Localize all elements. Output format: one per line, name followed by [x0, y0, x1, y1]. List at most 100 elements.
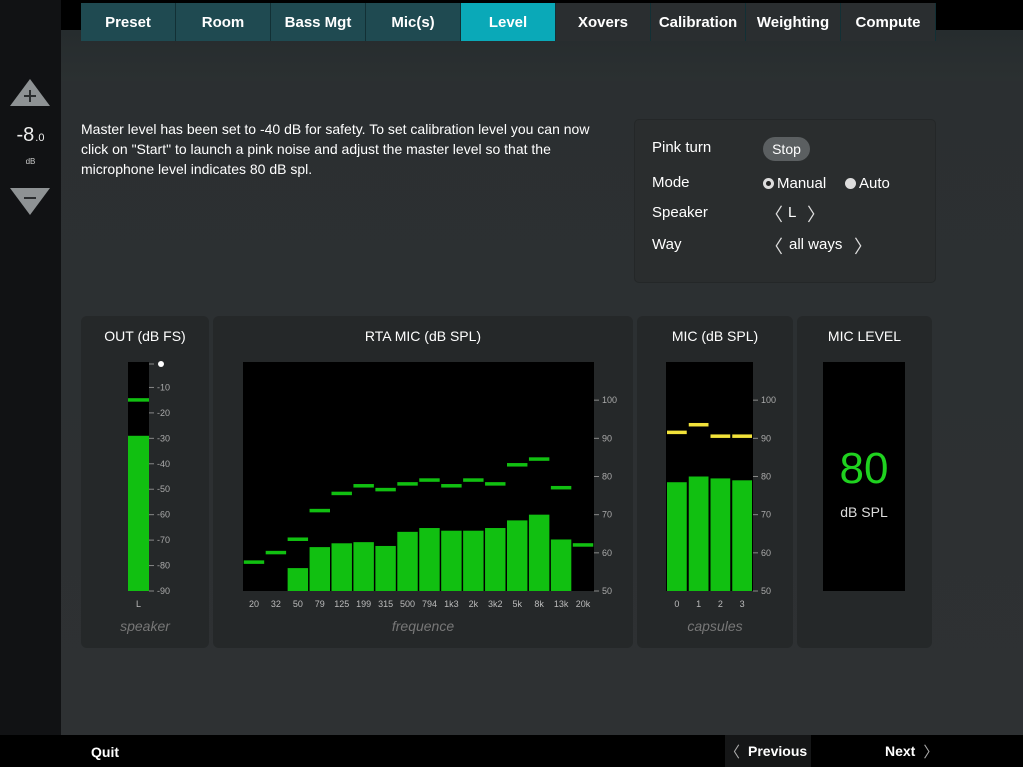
mic-meter-panel: MIC (dB SPL) 100 90 80 70 60 50 0 1 2 3 capsules: [637, 316, 793, 648]
category-label: 2: [718, 599, 723, 609]
category-label: 794: [422, 599, 437, 609]
level-bar: [710, 478, 731, 591]
level-bar: [688, 476, 709, 591]
category-label: L: [136, 599, 141, 609]
level-bar: [287, 568, 309, 591]
peak-marker: [331, 491, 352, 496]
out-meter-chart: -10 -20 -30 -40 -50 -60 -70 -80 -90 L: [128, 361, 170, 609]
rta-title: RTA MIC (dB SPL): [364, 328, 482, 344]
level-bar: [441, 530, 462, 591]
peak-marker: [528, 457, 550, 461]
speaker-prev-chevron-icon[interactable]: 〈: [765, 205, 783, 225]
mic-level-display: 80 dB SPL: [823, 362, 905, 591]
previous-button[interactable]: 〈 Previous: [725, 735, 811, 767]
axis-tick-label: -20: [157, 408, 170, 418]
category-label: 32: [271, 599, 281, 609]
axis-tick-label: 70: [761, 510, 771, 520]
way-prev-chevron-icon[interactable]: 〈: [765, 237, 783, 257]
axis-tick-label: 60: [602, 548, 612, 558]
master-level-panel: -8.0 dB: [0, 0, 61, 735]
tab-room[interactable]: Room: [176, 3, 271, 41]
axis-tick-label: -90: [157, 586, 170, 596]
tab-calibration[interactable]: Calibration: [651, 3, 746, 41]
master-level-unit: dB: [25, 157, 36, 166]
tab-weighting[interactable]: Weighting: [746, 3, 841, 41]
tab-xovers[interactable]: Xovers: [556, 3, 651, 41]
category-label: 5k: [512, 599, 522, 609]
category-label: 315: [378, 599, 393, 609]
minus-triangle-icon: [10, 188, 50, 215]
rta-panel: RTA MIC (dB SPL) 100 90 80 70 60 50 20 32 50 79 12…: [213, 316, 633, 648]
peak-marker: [507, 463, 528, 467]
category-label: 50: [293, 599, 303, 609]
radio-selected-icon: [763, 178, 774, 189]
level-bar: [485, 528, 506, 591]
chevron-left-icon: 〈: [725, 743, 741, 761]
chevron-right-icon: 〉: [923, 743, 939, 761]
out-meter-title: OUT (dB FS): [104, 328, 186, 344]
mic-meter-chart: 100 90 80 70 60 50 0 1 2 3: [666, 362, 776, 609]
axis-tick-label: -70: [157, 535, 170, 545]
mode-auto-label: Auto: [859, 175, 890, 192]
level-bar: [732, 480, 752, 591]
calibration-controls: Pink turn Stop Mode Manual Auto Speaker …: [635, 120, 935, 282]
axis-tick-label: 70: [602, 510, 612, 520]
stop-button[interactable]: Stop: [763, 137, 810, 161]
peak-marker: [732, 434, 752, 438]
zero-db-marker-icon: [158, 361, 164, 367]
tab-compute[interactable]: Compute: [841, 3, 936, 41]
mode-manual-radio[interactable]: Manual: [763, 175, 826, 192]
peak-marker: [265, 550, 287, 555]
mic-level-panel: MIC LEVEL 80 dB SPL: [797, 316, 932, 648]
speaker-next-chevron-icon[interactable]: 〉: [807, 205, 825, 225]
tab-bar: Preset Room Bass Mgt Mic(s) Level Xovers…: [81, 3, 937, 41]
way-next-chevron-icon[interactable]: 〉: [854, 237, 872, 257]
rta-chart: 100 90 80 70 60 50 20 32 50 79 125 199 315 500 794 1k3 2…: [243, 362, 617, 609]
quit-button[interactable]: Quit: [91, 744, 119, 760]
axis-tick-label: 50: [602, 586, 612, 596]
level-bar: [397, 531, 418, 591]
level-bar: [550, 539, 572, 591]
next-button[interactable]: Next 〉: [882, 735, 938, 767]
peak-marker: [309, 508, 330, 513]
tab-preset[interactable]: Preset: [81, 3, 176, 41]
axis-tick-label: -40: [157, 459, 170, 469]
tab-level[interactable]: Level: [461, 3, 556, 41]
rta-caption: frequence: [391, 618, 455, 634]
master-down-button[interactable]: [9, 187, 51, 217]
peak-marker: [710, 434, 731, 438]
level-bar: [128, 435, 149, 591]
out-meter-caption: speaker: [120, 618, 170, 634]
category-label: 79: [315, 599, 325, 609]
category-label: 199: [356, 599, 371, 609]
mic-meter-title: MIC (dB SPL): [671, 328, 759, 344]
instructions-text: Master level has been set to -40 dB for …: [81, 121, 590, 177]
peak-marker: [688, 422, 709, 427]
level-bar: [375, 545, 396, 591]
axis-tick-label: 80: [602, 472, 612, 482]
speaker-label: Speaker: [652, 204, 708, 221]
category-label: 20k: [576, 599, 591, 609]
peak-marker: [463, 478, 484, 482]
radio-unselected-icon: [845, 178, 856, 189]
axis-tick-label: 100: [602, 395, 617, 405]
axis-tick-label: 60: [761, 548, 771, 558]
axis-tick-label: -80: [157, 561, 170, 571]
category-label: 1k3: [444, 599, 459, 609]
tab-mics[interactable]: Mic(s): [366, 3, 461, 41]
next-label: Next: [885, 743, 916, 759]
level-bar: [309, 547, 330, 591]
peak-marker: [243, 560, 265, 564]
peak-marker: [419, 478, 440, 482]
level-bar: [463, 530, 484, 591]
mode-manual-label: Manual: [777, 175, 827, 192]
master-up-button[interactable]: [9, 78, 51, 108]
axis-tick-label: -50: [157, 484, 170, 494]
mode-auto-radio[interactable]: Auto: [845, 175, 890, 192]
tab-bass-mgt[interactable]: Bass Mgt: [271, 3, 366, 41]
peak-marker: [353, 484, 374, 488]
category-label: 3k2: [488, 599, 503, 609]
level-bar: [419, 528, 440, 591]
level-bar: [331, 543, 352, 591]
category-label: 500: [400, 599, 415, 609]
